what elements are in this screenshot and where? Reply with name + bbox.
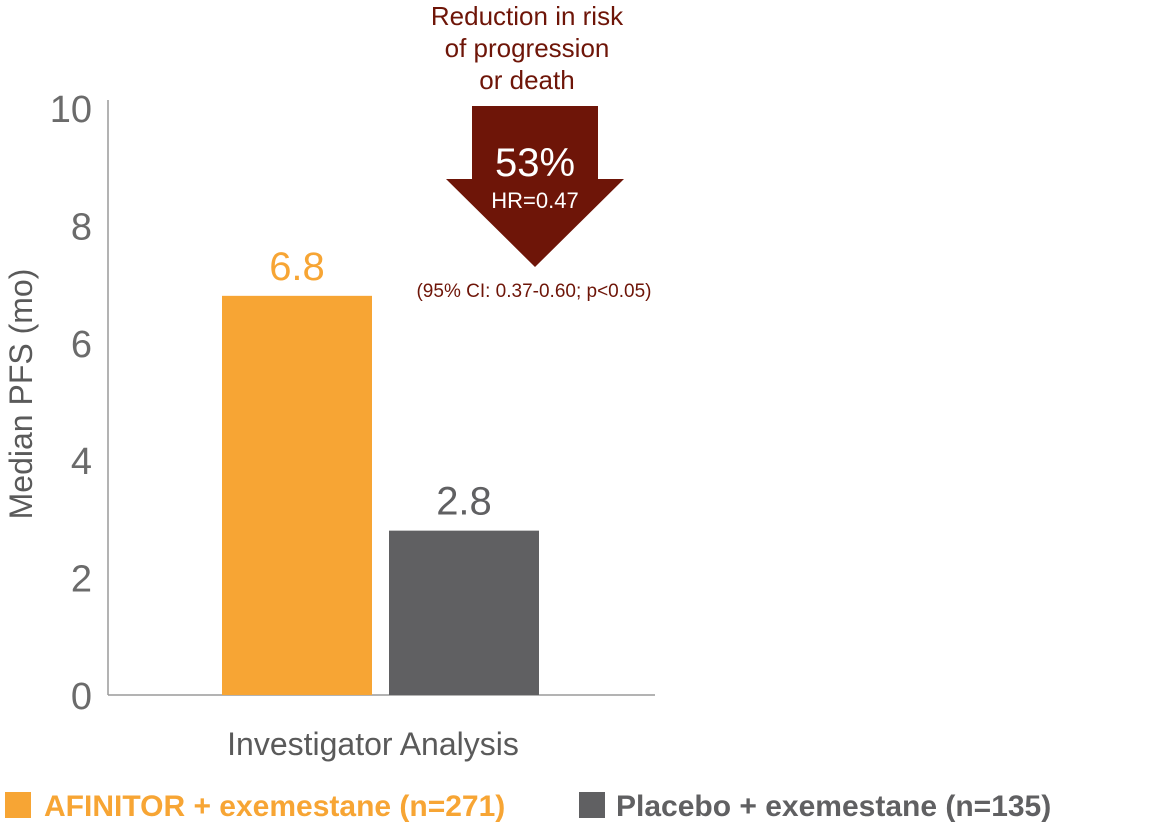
hazard-ratio-value: HR=0.47 [491,188,578,213]
y-tick-label: 10 [50,89,92,131]
y-axis-label: Median PFS (mo) [3,269,39,520]
y-tick-label: 4 [71,441,92,483]
legend-swatch-placebo [579,792,605,818]
annotation-title-line-2: of progression [445,33,610,63]
risk-reduction-value: 53% [495,141,575,185]
hazard-ratio-annotation: Reduction in risk of progression or deat… [416,1,651,302]
annotation-title-line-3: or death [479,65,574,95]
annotation-title-line-1: Reduction in risk [431,1,624,31]
confidence-interval-text: (95% CI: 0.37-0.60; p<0.05) [416,281,651,302]
x-category-label: Investigator Analysis [227,726,519,762]
y-tick-label: 0 [71,676,92,718]
bars-group: 6.8 2.8 [222,245,539,695]
bar-placebo [389,530,539,695]
down-arrow-icon [446,106,624,267]
y-tick-label: 2 [71,559,92,601]
y-axis-ticks: 0 2 4 6 8 10 [50,89,92,718]
y-tick-label: 6 [71,324,92,366]
legend-label-placebo: Placebo + exemestane (n=135) [616,790,1051,823]
bar-afinitor [222,295,372,695]
y-tick-label: 8 [71,206,92,248]
legend-swatch-afinitor [5,792,31,818]
bar-value-label: 6.8 [269,245,325,289]
legend-label-afinitor: AFINITOR + exemestane (n=271) [44,790,505,823]
legend: AFINITOR + exemestane (n=271) Placebo + … [5,790,1051,823]
bar-value-label: 2.8 [436,480,492,524]
